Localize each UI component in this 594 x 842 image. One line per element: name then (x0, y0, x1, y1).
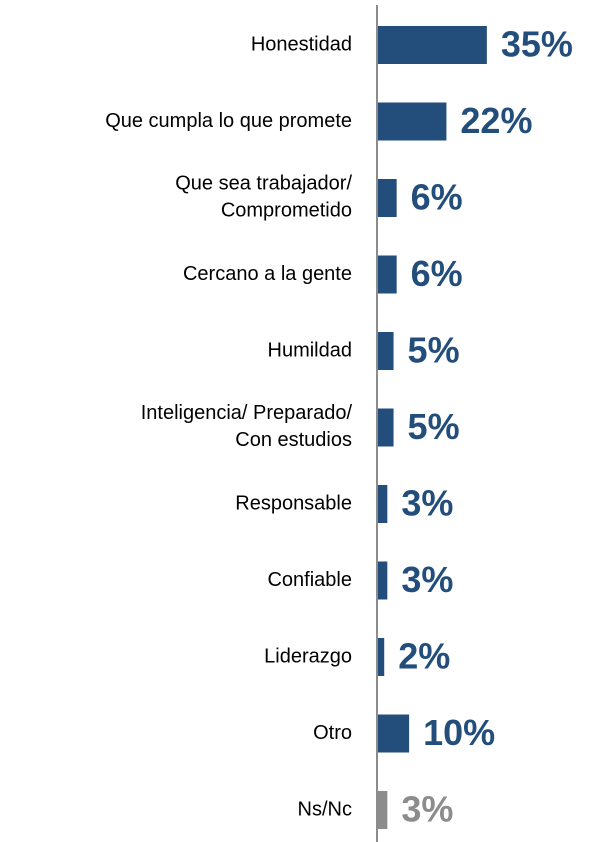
category-label: Que cumpla lo que promete (105, 110, 352, 132)
value-label: 3% (401, 789, 453, 830)
category-label: Cercano a la gente (183, 263, 352, 285)
category-label: Otro (313, 722, 352, 744)
category-label: Honestidad (251, 33, 352, 55)
value-label: 3% (401, 483, 453, 524)
bar (378, 179, 397, 217)
value-label: 35% (501, 24, 573, 65)
value-label: 10% (423, 712, 495, 753)
value-label: 2% (398, 636, 450, 677)
bar (378, 561, 388, 600)
bar (378, 791, 388, 829)
value-label: 6% (411, 177, 463, 218)
category-label: Humildad (268, 339, 352, 361)
value-label: 5% (408, 330, 460, 371)
value-label: 22% (460, 100, 532, 141)
bar (378, 485, 388, 523)
category-label: Inteligencia/ Preparado/Con estudios (141, 402, 353, 451)
value-label: 6% (411, 253, 463, 294)
bar (378, 408, 394, 447)
value-label: 5% (408, 406, 460, 447)
category-label: Ns/Nc (298, 798, 352, 820)
category-label: Responsable (235, 492, 352, 514)
bar (378, 332, 394, 370)
category-label: Confiable (267, 569, 352, 591)
bar (378, 638, 385, 676)
bar (378, 714, 410, 753)
category-label: Que sea trabajador/Comprometido (175, 173, 352, 222)
category-label: Liderazgo (264, 645, 352, 667)
bar (378, 102, 447, 141)
bar (378, 255, 397, 294)
bar (378, 26, 487, 64)
value-label: 3% (401, 559, 453, 600)
